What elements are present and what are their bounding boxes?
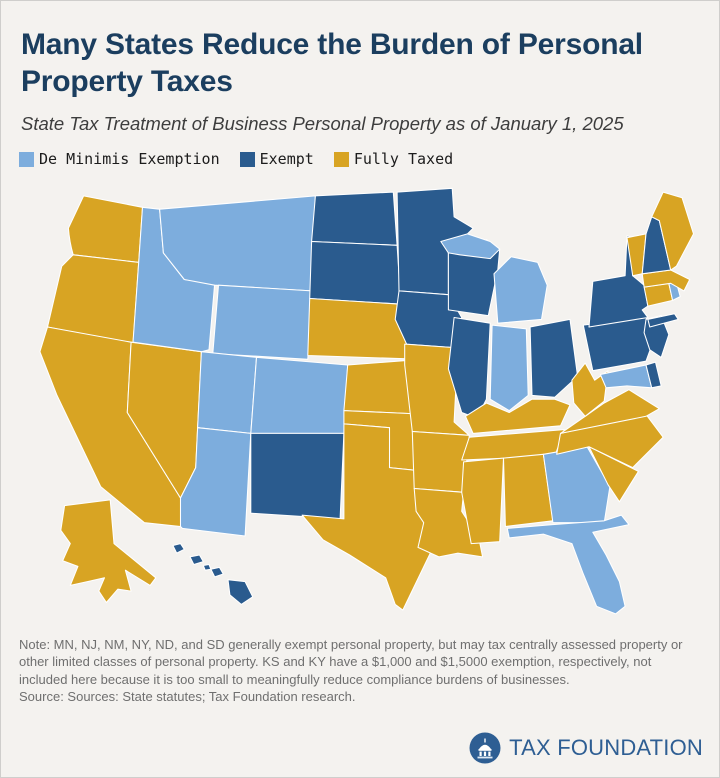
- state-UT[interactable]: Utah: [197, 351, 258, 435]
- state-NM[interactable]: New Mexico: [250, 433, 345, 520]
- legend-swatch-exempt: [239, 151, 255, 167]
- legend: De Minimis Exemption Exempt Fully Taxed: [19, 150, 701, 168]
- state-OH[interactable]: Ohio: [529, 319, 579, 399]
- state-HI[interactable]: Hawaii: [210, 567, 224, 578]
- footnotes: Note: MN, NJ, NM, NY, ND, and SD general…: [19, 636, 695, 705]
- legend-label: De Minimis Exemption: [39, 150, 220, 169]
- subtitle: State Tax Treatment of Business Personal…: [21, 113, 624, 135]
- state-CO[interactable]: Colorado: [250, 357, 349, 435]
- state-MD[interactable]: Maryland: [599, 364, 653, 389]
- legend-label: Exempt: [259, 150, 314, 169]
- page-title: Many States Reduce the Burden of Persona…: [21, 28, 643, 98]
- state-MI[interactable]: Michigan: [493, 256, 548, 324]
- state-HI[interactable]: Hawaii: [172, 543, 185, 554]
- state-HI[interactable]: Hawaii: [227, 579, 254, 606]
- state-ME[interactable]: Maine: [651, 191, 695, 271]
- legend-swatch-fully-taxed: [333, 151, 349, 167]
- legend-swatch-de-minimis: [19, 151, 34, 167]
- state-MS[interactable]: Mississippi: [461, 457, 505, 545]
- state-KY[interactable]: Kentucky: [464, 398, 571, 435]
- state-DE[interactable]: Delaware: [645, 361, 662, 389]
- state-IN[interactable]: Indiana: [489, 324, 529, 412]
- state-AR[interactable]: Arkansas: [411, 431, 470, 494]
- infographic-card: Many States Reduce the Burden of Persona…: [1, 27, 719, 705]
- state-WA[interactable]: Washington: [67, 195, 144, 264]
- state-NY[interactable]: New York: [647, 313, 679, 328]
- logo-text: TAX FOUNDATION: [509, 735, 703, 760]
- state-SC[interactable]: South Carolina: [588, 446, 639, 503]
- us-choropleth-map: WashingtonOregonCaliforniaNevadaIdahoMon…: [39, 187, 695, 615]
- note-text: Note: MN, NJ, NM, NY, ND, and SD general…: [19, 637, 683, 687]
- source-text: Source: Sources: State statutes; Tax Fou…: [19, 689, 356, 705]
- state-AK[interactable]: Alaska: [60, 499, 157, 604]
- state-TX[interactable]: Texas: [301, 423, 449, 611]
- tax-foundation-logo: TAX FOUNDATION: [469, 732, 703, 764]
- state-FL[interactable]: Florida: [506, 514, 630, 615]
- state-ND[interactable]: North Dakota: [311, 191, 398, 247]
- state-LA[interactable]: Louisiana: [413, 488, 484, 558]
- state-MT[interactable]: Montana: [159, 195, 316, 292]
- capitol-dome-icon: [469, 732, 501, 764]
- state-AZ[interactable]: Arizona: [179, 427, 252, 537]
- state-HI[interactable]: Hawaii: [202, 564, 212, 571]
- state-MI[interactable]: Michigan: [440, 233, 501, 260]
- state-SD[interactable]: South Dakota: [309, 241, 402, 305]
- state-WY[interactable]: Wyoming: [212, 284, 313, 361]
- legend-item-de-minimis: De Minimis Exemption: [19, 150, 220, 168]
- legend-item-fully-taxed: Fully Taxed: [333, 150, 454, 169]
- legend-label: Fully Taxed: [353, 150, 454, 169]
- state-HI[interactable]: Hawaii: [189, 554, 204, 566]
- legend-item-exempt: Exempt: [239, 150, 314, 169]
